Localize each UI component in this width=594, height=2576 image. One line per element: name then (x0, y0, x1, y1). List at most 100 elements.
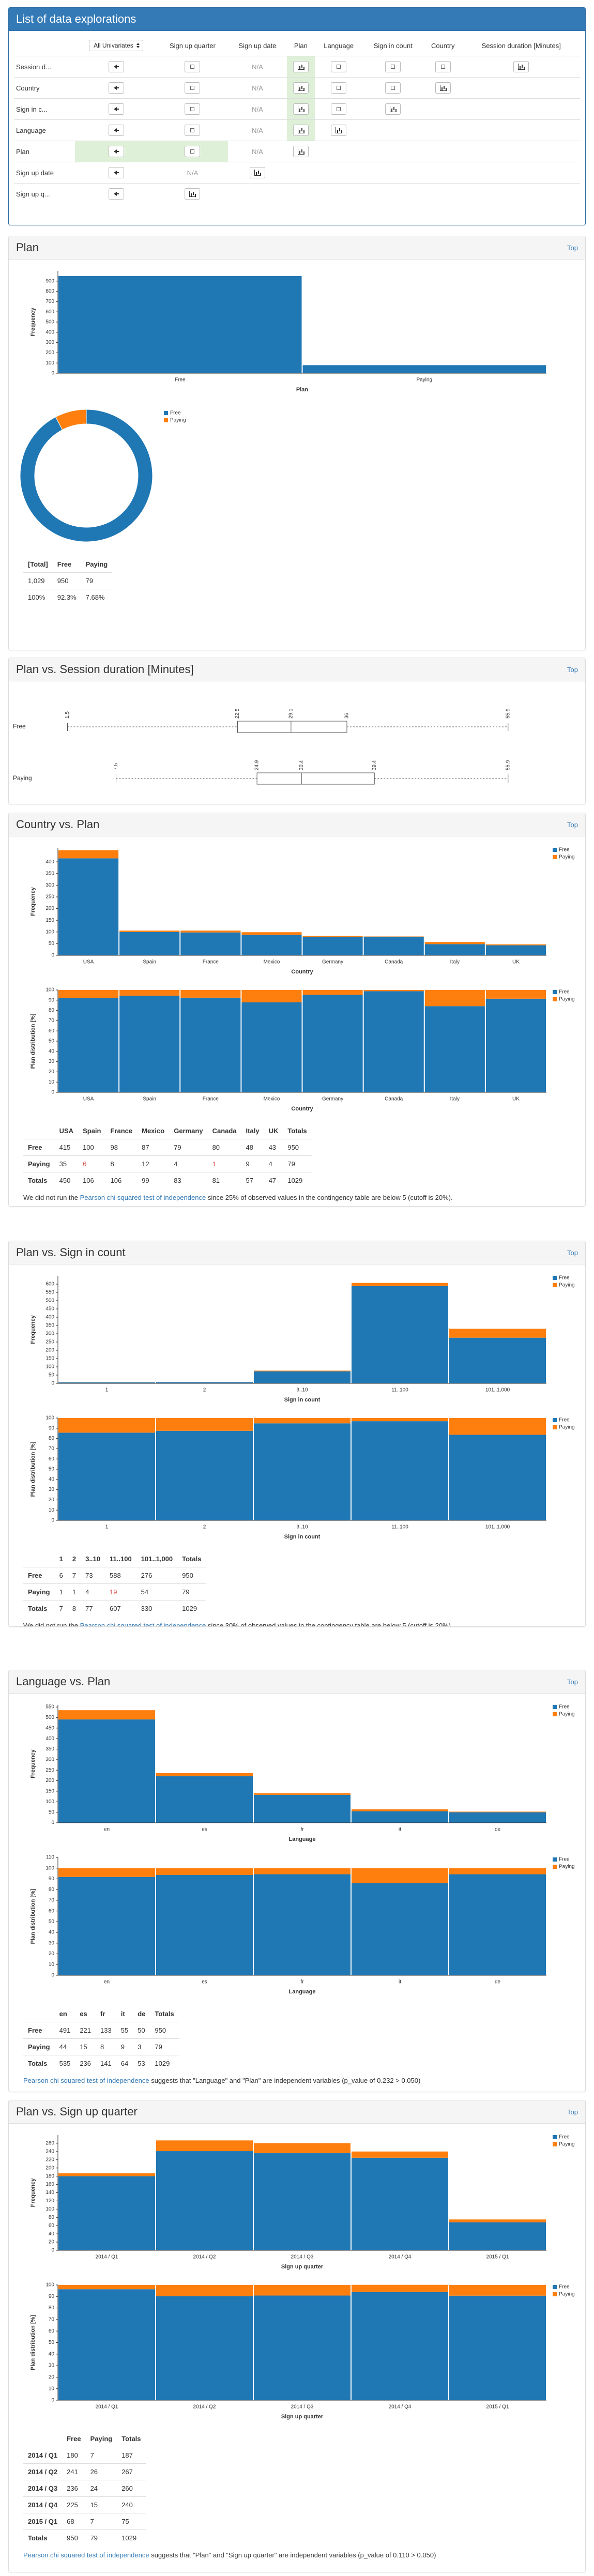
top-link[interactable]: Top (567, 1678, 578, 1686)
explore-button[interactable] (185, 188, 201, 200)
test-link[interactable]: Pearson chi squared test of independence (80, 1622, 206, 1627)
icon (254, 170, 261, 176)
y-tick-label: 20 (49, 2374, 55, 2380)
table-cell: 100% (23, 589, 53, 605)
univariate-button[interactable] (108, 103, 124, 115)
bar (58, 2173, 155, 2176)
top-link[interactable]: Top (567, 665, 578, 674)
cell (423, 77, 463, 99)
y-tick-label: 0 (51, 371, 54, 376)
cell (362, 119, 423, 141)
table-cell: 225 (62, 2496, 86, 2513)
explore-button[interactable] (293, 146, 309, 157)
note-text: since 30% of observed values in the cont… (207, 1622, 453, 1627)
compare-button[interactable] (185, 146, 201, 157)
y-tick-label: 100 (45, 1865, 54, 1871)
bar (302, 365, 546, 373)
y-axis-label: Plan distribution [%] (30, 1441, 36, 1497)
explore-button[interactable] (249, 167, 265, 178)
univariate-button[interactable] (108, 125, 124, 136)
top-link[interactable]: Top (567, 1248, 578, 1257)
compare-button[interactable] (331, 103, 347, 115)
compare-button[interactable] (185, 125, 201, 136)
test-link[interactable]: Pearson chi squared test of independence (23, 2077, 149, 2084)
univariate-selector[interactable]: All Univariates (89, 40, 143, 51)
univariate-button[interactable] (108, 167, 124, 178)
y-tick-label: 40 (49, 1476, 55, 1482)
compare-button[interactable] (385, 61, 401, 72)
box-value-label: 55.9 (505, 708, 511, 719)
x-tick-label: de (495, 1979, 501, 1985)
cell (362, 77, 423, 99)
y-tick-label: 40 (49, 1930, 55, 1935)
table-cell: 141 (96, 2055, 116, 2071)
table-cell: 7.68% (81, 589, 113, 605)
column-header: 3..10 (85, 1555, 101, 1563)
chart: 0 100 200 300 400 500 600 700 800 900 Free Paying Pl… (30, 271, 546, 393)
table-cell: 35 (54, 1155, 79, 1172)
panel-title: Language vs. Plan (16, 1675, 111, 1688)
compare-button[interactable] (185, 103, 201, 115)
test-link[interactable]: Pearson chi squared test of independence (23, 2551, 149, 2559)
univariate-button[interactable] (108, 188, 124, 200)
cell (314, 119, 363, 141)
univariate-button[interactable] (108, 146, 124, 157)
test-note: Pearson chi squared test of independence… (23, 2077, 571, 2084)
table-cell: 99 (137, 1172, 170, 1188)
top-link[interactable]: Top (567, 243, 578, 252)
y-tick-label: 120 (45, 2198, 54, 2204)
y-tick-label: 30 (49, 1059, 55, 1064)
row-label: Free (23, 1139, 55, 1156)
explorations-panel: List of data explorations All Univariate… (8, 7, 586, 225)
test-link[interactable]: Pearson chi squared test of independence (80, 1194, 206, 1201)
bar (352, 1421, 448, 1520)
explore-button[interactable] (513, 61, 529, 72)
y-tick-label: 500 (45, 1715, 54, 1720)
cell (157, 183, 228, 204)
icon (518, 64, 525, 70)
icon (189, 191, 196, 197)
bar (485, 945, 546, 955)
explore-button[interactable] (293, 103, 309, 115)
compare-button[interactable] (185, 82, 201, 94)
univariate-button[interactable] (108, 82, 124, 94)
explore-button[interactable] (435, 82, 451, 94)
cell (362, 56, 423, 78)
panel-header: Plan Top (9, 236, 585, 260)
row-label: Paying (23, 1583, 55, 1601)
column-header: Canada (212, 1127, 237, 1135)
legend-swatch (164, 411, 168, 415)
top-link[interactable]: Top (567, 820, 578, 829)
not-available: N/A (252, 126, 263, 134)
bar (156, 1874, 253, 1975)
compare-button[interactable] (185, 61, 201, 72)
table-cell: 535 (54, 2055, 75, 2071)
table-row: Totals 535 236 141 64 53 1029 (23, 2055, 179, 2071)
explore-button[interactable] (331, 125, 347, 136)
contingency-table: Free Paying Totals 2014 / Q1 180 7 187 2014 / Q… (23, 2431, 146, 2546)
legend-swatch (553, 855, 557, 859)
test-note: We did not run the Pearson chi squared t… (23, 1622, 571, 1627)
table-row: 2014 / Q1 180 7 187 (23, 2447, 146, 2464)
compare-button[interactable] (331, 82, 347, 94)
compare-button[interactable] (435, 61, 451, 72)
x-tick-label: Spain (143, 959, 156, 965)
compare-button[interactable] (331, 61, 347, 72)
y-tick-label: 0 (51, 1820, 54, 1826)
explore-button[interactable] (385, 103, 401, 115)
explore-button[interactable] (293, 125, 309, 136)
explore-button[interactable] (293, 61, 309, 72)
row-label: Totals (23, 2529, 63, 2546)
x-tick-label: 2014 / Q2 (193, 2254, 216, 2260)
panel-header: Plan vs. Sign in count Top (9, 1241, 585, 1264)
bar (449, 1418, 546, 1435)
legend-swatch (553, 1276, 557, 1280)
compare-button[interactable] (385, 82, 401, 94)
explore-button[interactable] (293, 82, 309, 94)
univariate-button[interactable] (108, 61, 124, 72)
y-tick-label: 90 (49, 1876, 55, 1882)
top-link[interactable]: Top (567, 2108, 578, 2116)
legend-swatch (553, 1712, 557, 1716)
y-tick-label: 90 (49, 2294, 55, 2299)
